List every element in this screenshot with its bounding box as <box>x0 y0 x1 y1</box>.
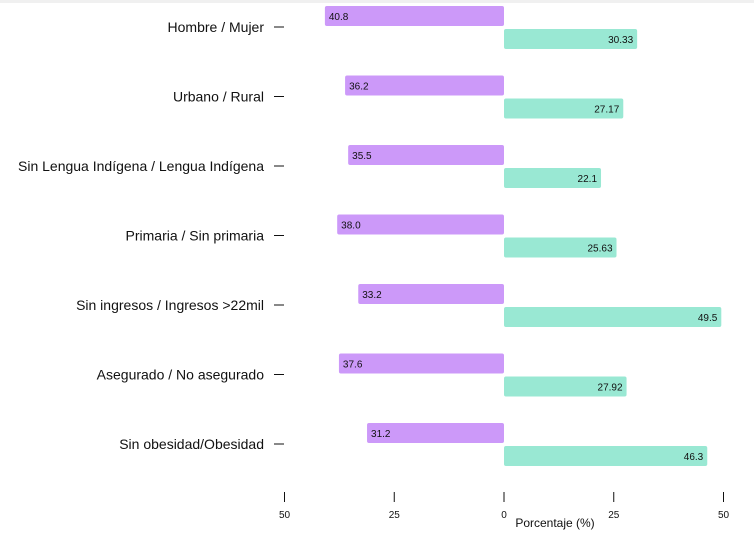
bar-right <box>504 237 617 258</box>
bar-left-label: 37.6 <box>343 360 363 371</box>
bar-right-label: 22.1 <box>578 174 598 185</box>
x-tick-label: 50 <box>279 510 291 521</box>
bar-left <box>348 145 504 165</box>
x-tick-label: 25 <box>389 510 401 521</box>
x-tick-label: 0 <box>501 510 507 521</box>
bar-right <box>504 307 722 327</box>
bar-right <box>504 376 627 397</box>
bar-left-label: 35.5 <box>352 151 372 162</box>
x-tick-label: 50 <box>718 510 730 521</box>
x-tick-label: 25 <box>608 510 620 521</box>
bar-left-label: 38.0 <box>341 221 361 232</box>
bar-left-label: 40.8 <box>329 12 349 23</box>
bar-right <box>504 29 638 49</box>
bar-left-label: 36.2 <box>349 82 369 93</box>
top-strip <box>0 0 754 3</box>
bar-right-label: 27.17 <box>594 105 619 116</box>
bar-right <box>504 446 708 466</box>
category-label: Sin Lengua Indígena / Lengua Indígena <box>18 158 264 174</box>
bar-left <box>338 353 504 374</box>
bar-left <box>358 284 504 304</box>
x-axis-label: Porcentaje (%) <box>515 516 594 530</box>
bar-left-label: 33.2 <box>362 290 382 301</box>
category-label: Sin ingresos / Ingresos >22mil <box>76 297 264 313</box>
bar-left <box>337 214 504 235</box>
bar-right-label: 30.33 <box>608 35 633 46</box>
bar-left <box>367 423 504 443</box>
bar-right <box>504 168 602 188</box>
bar-right-label: 27.92 <box>598 383 623 394</box>
bar-right <box>504 98 624 119</box>
category-label: Asegurado / No asegurado <box>97 367 265 383</box>
category-label: Urbano / Rural <box>173 89 264 105</box>
bar-left <box>345 75 504 96</box>
bar-left <box>324 6 504 26</box>
bar-left-label: 31.2 <box>371 429 391 440</box>
category-label: Sin obesidad/Obesidad <box>119 436 264 452</box>
category-label: Primaria / Sin primaria <box>126 228 265 244</box>
bar-right-label: 46.3 <box>684 452 704 463</box>
bar-right-label: 25.63 <box>587 244 612 255</box>
category-label: Hombre / Mujer <box>168 19 265 35</box>
bar-right-label: 49.5 <box>698 313 718 324</box>
